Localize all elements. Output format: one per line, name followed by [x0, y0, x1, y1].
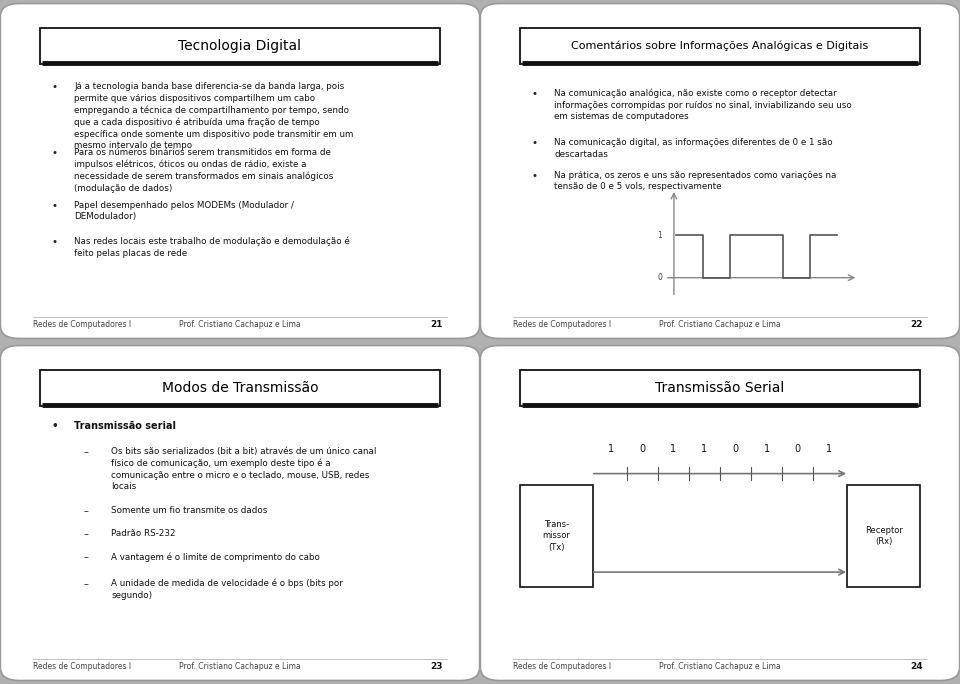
Text: Na comunicação digital, as informações diferentes de 0 e 1 são
descartadas: Na comunicação digital, as informações d…: [554, 138, 832, 159]
Text: Redes de Computadores I: Redes de Computadores I: [513, 320, 611, 329]
Text: •: •: [531, 89, 537, 99]
Text: •: •: [531, 138, 537, 148]
Text: 1: 1: [608, 444, 614, 454]
Text: Trans-
missor
(Tx): Trans- missor (Tx): [542, 521, 570, 551]
Text: Prof. Cristiano Cachapuz e Lima: Prof. Cristiano Cachapuz e Lima: [180, 320, 300, 329]
Text: Redes de Computadores I: Redes de Computadores I: [513, 662, 611, 671]
Text: 1: 1: [670, 444, 677, 454]
Text: Papel desempenhado pelos MODEMs (Modulador /
DEModulador): Papel desempenhado pelos MODEMs (Modulad…: [74, 200, 294, 221]
Text: Os bits são serializados (bit a bit) através de um único canal
físico de comunic: Os bits são serializados (bit a bit) atr…: [111, 447, 376, 491]
Text: –: –: [84, 579, 88, 589]
Text: Comentários sobre Informações Analógicas e Digitais: Comentários sobre Informações Analógicas…: [571, 40, 869, 51]
Text: Padrão RS-232: Padrão RS-232: [111, 529, 176, 538]
Text: Para os números binários serem transmitidos em forma de
impulsos elétricos, ótic: Para os números binários serem transmiti…: [74, 148, 333, 193]
Text: Modos de Transmissão: Modos de Transmissão: [161, 380, 319, 395]
Text: Na comunicação analógica, não existe como o receptor detectar
informações corrom: Na comunicação analógica, não existe com…: [554, 89, 852, 121]
Text: •: •: [51, 148, 57, 158]
FancyBboxPatch shape: [39, 28, 441, 64]
Text: –: –: [84, 529, 88, 540]
Text: Prof. Cristiano Cachapuz e Lima: Prof. Cristiano Cachapuz e Lima: [660, 662, 780, 671]
Text: •: •: [51, 237, 57, 247]
Text: Já a tecnologia banda base diferencia-se da banda larga, pois
permite que vários: Já a tecnologia banda base diferencia-se…: [74, 82, 353, 150]
Text: A unidade de medida de velocidade é o bps (bits por
segundo): A unidade de medida de velocidade é o bp…: [111, 579, 343, 600]
Text: Prof. Cristiano Cachapuz e Lima: Prof. Cristiano Cachapuz e Lima: [660, 320, 780, 329]
Text: 1: 1: [702, 444, 708, 454]
Text: Tecnologia Digital: Tecnologia Digital: [179, 38, 301, 53]
Text: 1: 1: [763, 444, 770, 454]
FancyBboxPatch shape: [480, 3, 960, 339]
Text: •: •: [51, 200, 57, 211]
Text: 1: 1: [826, 444, 832, 454]
Text: Redes de Computadores I: Redes de Computadores I: [33, 320, 131, 329]
Text: Redes de Computadores I: Redes de Computadores I: [33, 662, 131, 671]
Text: 0: 0: [658, 273, 662, 282]
FancyBboxPatch shape: [519, 485, 593, 587]
Text: 23: 23: [430, 662, 443, 671]
Text: A vantagem é o limite de comprimento do cabo: A vantagem é o limite de comprimento do …: [111, 553, 320, 562]
Text: •: •: [51, 421, 58, 431]
Text: •: •: [51, 82, 57, 92]
FancyBboxPatch shape: [39, 370, 441, 406]
Text: 1: 1: [658, 231, 662, 239]
Text: Receptor
(Rx): Receptor (Rx): [865, 526, 902, 546]
Text: 24: 24: [910, 662, 923, 671]
Text: Transmissão serial: Transmissão serial: [74, 421, 176, 431]
Text: –: –: [84, 447, 88, 458]
Text: Nas redes locais este trabalho de modulação e demodulação é
feito pelas placas d: Nas redes locais este trabalho de modula…: [74, 237, 349, 258]
Text: 0: 0: [795, 444, 801, 454]
FancyBboxPatch shape: [0, 3, 480, 339]
FancyBboxPatch shape: [519, 28, 921, 64]
Text: •: •: [531, 171, 537, 181]
FancyBboxPatch shape: [847, 485, 921, 587]
Text: 0: 0: [732, 444, 738, 454]
FancyBboxPatch shape: [519, 370, 921, 406]
Text: 22: 22: [910, 320, 923, 329]
Text: Prof. Cristiano Cachapuz e Lima: Prof. Cristiano Cachapuz e Lima: [180, 662, 300, 671]
FancyBboxPatch shape: [480, 345, 960, 681]
Text: 0: 0: [639, 444, 645, 454]
Text: Transmissão Serial: Transmissão Serial: [656, 380, 784, 395]
Text: –: –: [84, 553, 88, 562]
Text: 21: 21: [430, 320, 443, 329]
Text: Somente um fio transmite os dados: Somente um fio transmite os dados: [111, 506, 267, 516]
FancyBboxPatch shape: [0, 345, 480, 681]
Text: Na prática, os zeros e uns são representados como variações na
tensão de 0 e 5 v: Na prática, os zeros e uns são represent…: [554, 171, 836, 192]
Text: –: –: [84, 506, 88, 516]
